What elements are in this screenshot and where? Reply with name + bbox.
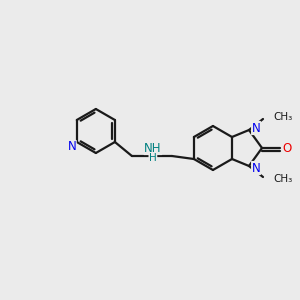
Text: N: N xyxy=(252,122,260,134)
Text: H: H xyxy=(149,153,157,163)
Text: N: N xyxy=(252,161,260,175)
Text: NH: NH xyxy=(144,142,162,154)
Text: CH₃: CH₃ xyxy=(273,174,292,184)
Text: O: O xyxy=(282,142,292,154)
Text: CH₃: CH₃ xyxy=(273,112,292,122)
Text: N: N xyxy=(68,140,76,154)
